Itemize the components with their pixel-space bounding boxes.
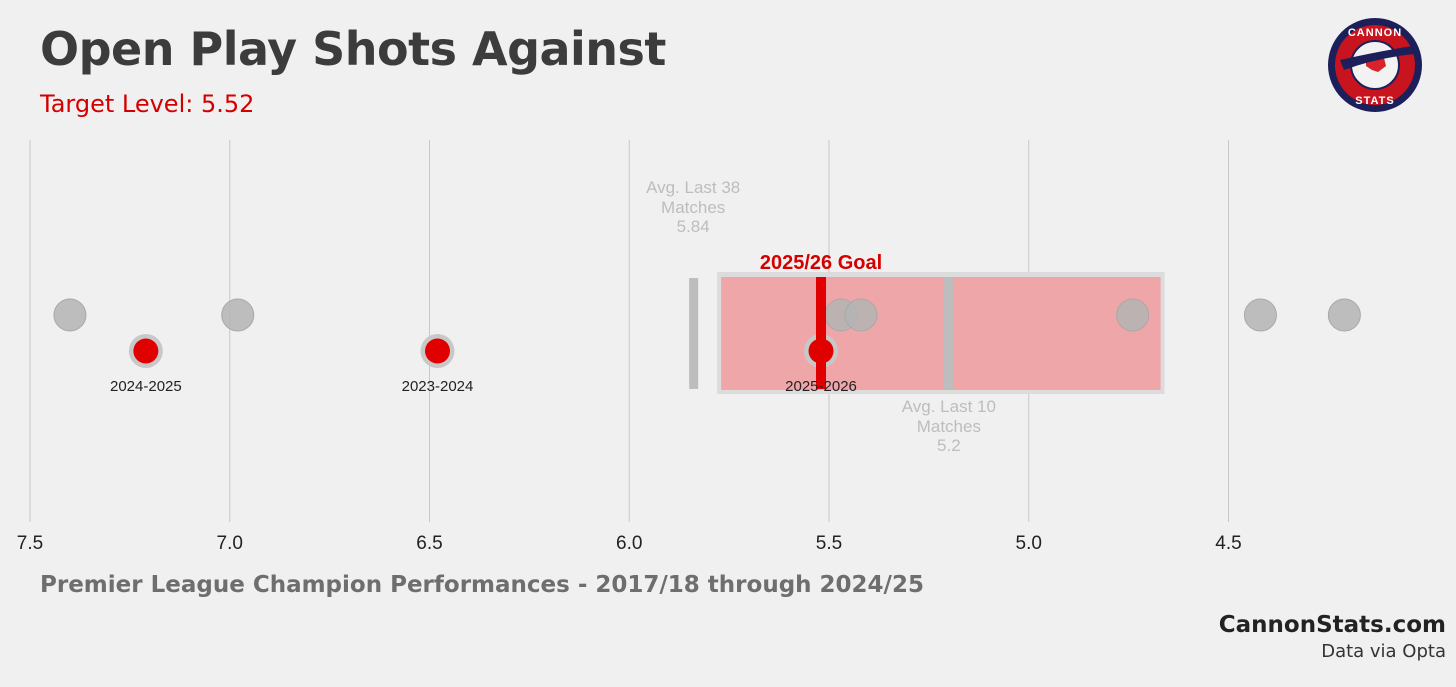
cannonstats-logo: CANNON STATS bbox=[1328, 18, 1422, 112]
avg-last-10-marker bbox=[943, 277, 954, 390]
brand-link[interactable]: CannonStats.com bbox=[1218, 612, 1446, 638]
champion-season-point bbox=[844, 298, 878, 332]
goal-line bbox=[816, 277, 827, 389]
x-tick-label: 7.5 bbox=[17, 533, 43, 554]
champion-season-point bbox=[1116, 298, 1150, 332]
arsenal-season-point bbox=[424, 338, 450, 364]
avg-last-38-title-line: Matches bbox=[661, 198, 725, 217]
x-tick-label: 6.5 bbox=[416, 533, 442, 554]
logo-text-top: CANNON bbox=[1348, 27, 1402, 39]
footer-caption: Premier League Champion Performances - 2… bbox=[40, 572, 924, 598]
avg-last-10-label: Avg. Last 10 Matches bbox=[902, 397, 996, 436]
target-level: Target Level: 5.52 bbox=[40, 90, 255, 118]
logo-text-bottom: STATS bbox=[1355, 95, 1394, 107]
champion-season-point bbox=[53, 298, 87, 332]
avg-last-10-value: 5.2 bbox=[937, 436, 961, 455]
arsenal-season-label: 2024-2025 bbox=[110, 378, 182, 395]
x-tick-label: 5.0 bbox=[1016, 533, 1042, 554]
arsenal-season-label: 2025-2026 bbox=[785, 378, 857, 395]
x-tick-label: 7.0 bbox=[217, 533, 243, 554]
champion-season-point bbox=[1327, 298, 1361, 332]
avg-last-10-title-line: Matches bbox=[917, 417, 981, 436]
avg-last-38-value: 5.84 bbox=[677, 217, 710, 236]
data-source: Data via Opta bbox=[1321, 641, 1446, 662]
label-layer: 2024-2025 2023-2024 2025-2026 2025/26 Goal A… bbox=[110, 178, 996, 455]
x-tick-label: 4.5 bbox=[1215, 533, 1241, 554]
avg-last-10-title-line: Avg. Last 10 bbox=[902, 397, 996, 416]
avg-last-38-title-line: Avg. Last 38 bbox=[646, 178, 740, 197]
avg-last-38-label: Avg. Last 38 Matches bbox=[646, 178, 740, 217]
arsenal-season-point bbox=[133, 338, 159, 364]
x-tick-label: 5.5 bbox=[816, 533, 842, 554]
avg-last-38-marker bbox=[689, 278, 699, 389]
arsenal-season-label: 2023-2024 bbox=[402, 378, 474, 395]
dot-layer bbox=[53, 277, 1361, 389]
champion-season-point bbox=[1243, 298, 1277, 332]
goal-band bbox=[721, 277, 1161, 390]
shots-against-chart: 7.5 7.0 6.5 6.0 5.5 5.0 4.5 2024-2025 2023-2024… bbox=[17, 140, 1361, 554]
champion-season-point bbox=[221, 298, 255, 332]
grid-layer: 7.5 7.0 6.5 6.0 5.5 5.0 4.5 bbox=[17, 140, 1242, 554]
chart-title: Open Play Shots Against bbox=[40, 22, 666, 76]
x-tick-label: 6.0 bbox=[616, 533, 642, 554]
goal-label: 2025/26 Goal bbox=[760, 252, 882, 274]
band-layer bbox=[689, 272, 1165, 394]
